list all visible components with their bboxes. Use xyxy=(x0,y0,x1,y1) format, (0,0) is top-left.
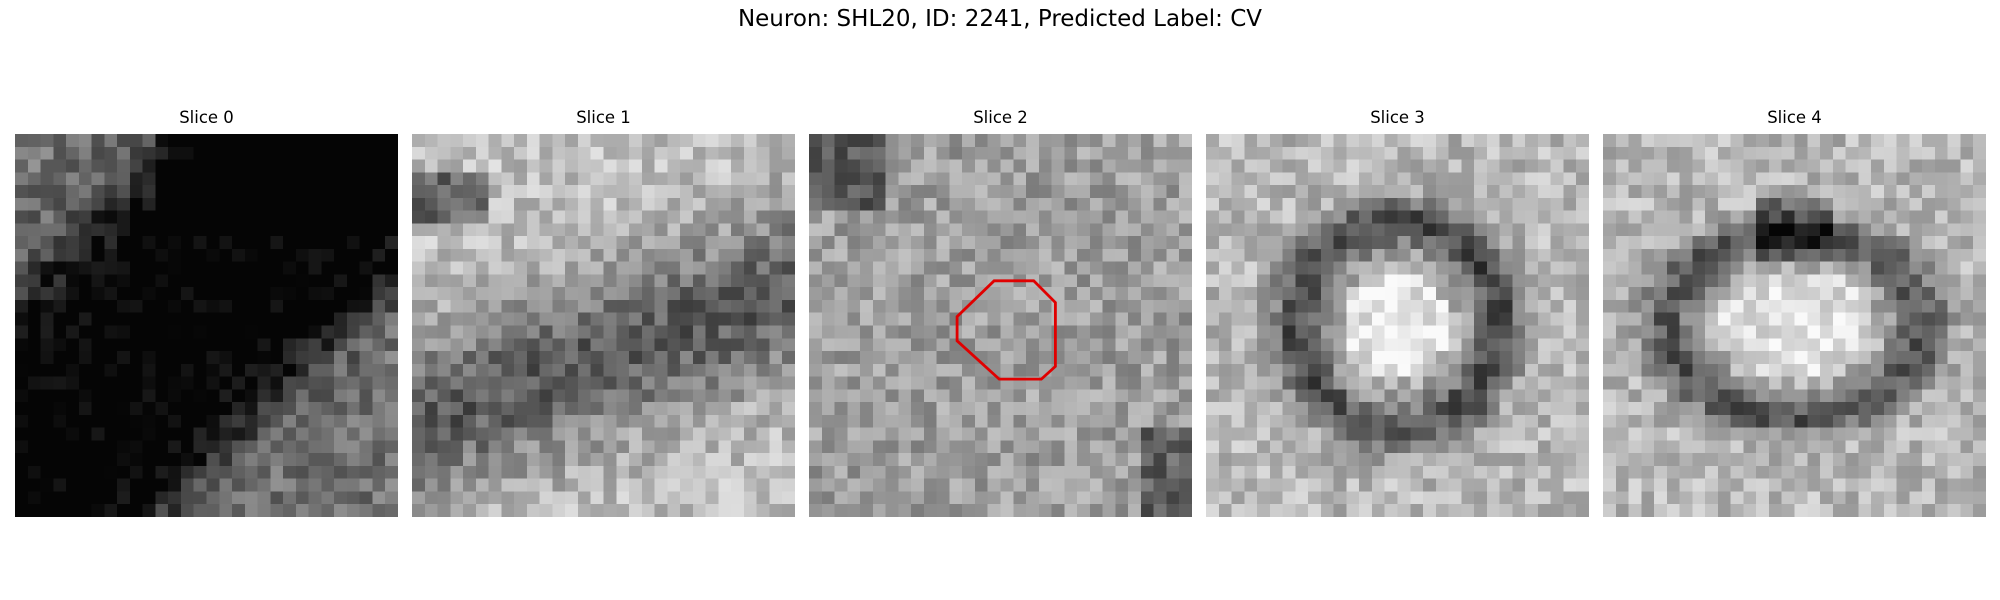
slice-4-title: Slice 4 xyxy=(1767,108,1822,127)
slice-4-image xyxy=(1603,134,1986,517)
slice-1-image xyxy=(412,134,795,517)
slice-2-image xyxy=(809,134,1192,517)
slice-3-title: Slice 3 xyxy=(1370,108,1425,127)
slice-0-title: Slice 0 xyxy=(179,108,234,127)
slice-0-image xyxy=(15,134,398,517)
slice-1-title: Slice 1 xyxy=(576,108,631,127)
slice-3-image xyxy=(1206,134,1589,517)
figure-title: Neuron: SHL20, ID: 2241, Predicted Label… xyxy=(737,6,1263,32)
segmentation-outline xyxy=(955,279,1057,381)
slice-2-title: Slice 2 xyxy=(973,108,1028,127)
